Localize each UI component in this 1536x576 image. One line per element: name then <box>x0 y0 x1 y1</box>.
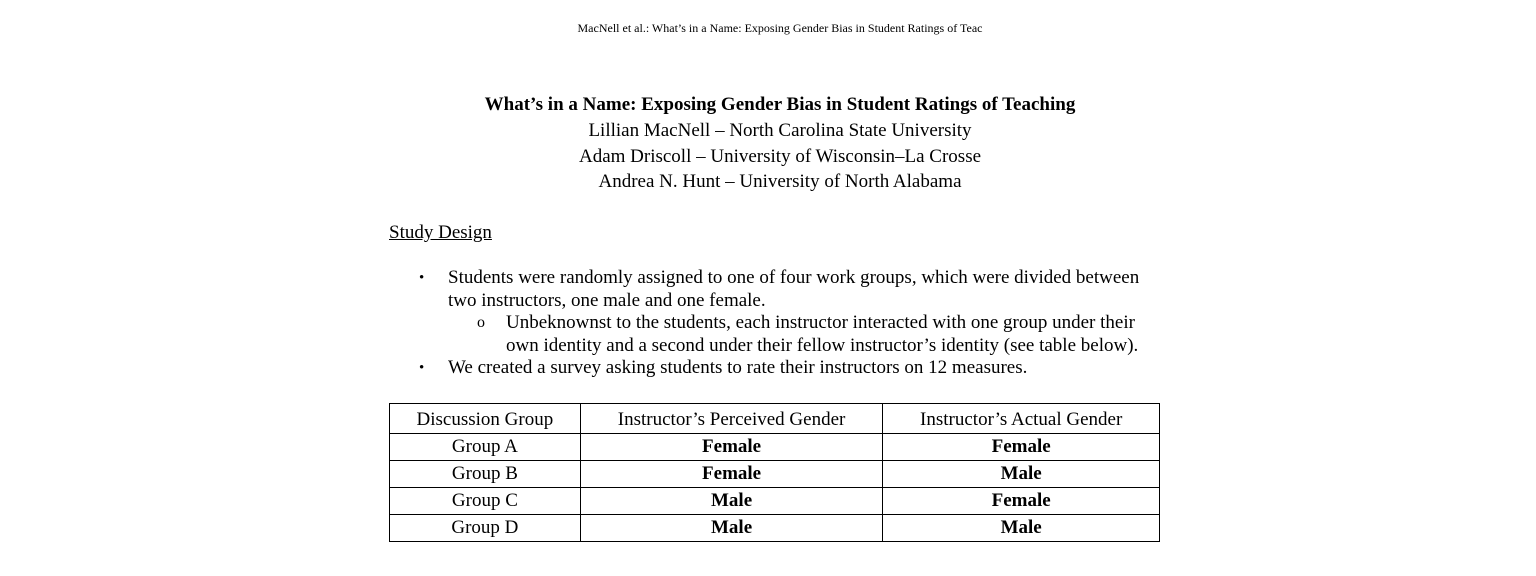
table-row: Group A Female Female <box>389 433 1160 461</box>
group-cell: Group A <box>389 433 581 461</box>
bullet-item: • We created a survey asking students to… <box>389 357 1179 380</box>
author-line: Lillian MacNell – North Carolina State U… <box>588 120 972 141</box>
sub-bullet-text-line: own identity and a second under their fe… <box>506 334 1139 356</box>
table-header-row: Discussion Group Instructor’s Perceived … <box>389 403 1160 434</box>
perceived-gender-cell: Female <box>579 460 884 488</box>
author-line: Andrea N. Hunt – University of North Ala… <box>598 171 962 192</box>
column-header-discussion-group: Discussion Group <box>389 403 581 434</box>
perceived-gender-cell: Female <box>579 433 884 461</box>
table-row: Group C Male Female <box>389 487 1160 515</box>
perceived-gender-cell: Male <box>579 487 884 515</box>
group-cell: Group C <box>389 487 581 515</box>
title-block: What’s in a Name: Exposing Gender Bias i… <box>0 92 1536 195</box>
table-row: Group D Male Male <box>389 514 1160 542</box>
bullet-text-line: two instructors, one male and one female… <box>448 289 766 311</box>
sub-bullet-text-line: Unbeknownst to the students, each instru… <box>506 312 1135 333</box>
group-cell: Group B <box>389 460 581 488</box>
bullet-icon: • <box>419 360 425 376</box>
bullet-text-line: Students were randomly assigned to one o… <box>448 267 1140 288</box>
actual-gender-cell: Male <box>882 460 1160 488</box>
author-line: Adam Driscoll – University of Wisconsin–… <box>578 145 982 167</box>
column-header-actual-gender: Instructor’s Actual Gender <box>882 403 1160 434</box>
actual-gender-cell: Female <box>882 487 1160 515</box>
table-row: Group B Female Male <box>389 460 1160 488</box>
groups-table: Discussion Group Instructor’s Perceived … <box>389 403 1160 542</box>
column-header-perceived-gender: Instructor’s Perceived Gender <box>579 403 884 434</box>
section-heading: Study Design <box>389 222 492 243</box>
sub-bullet-item: o Unbeknownst to the students, each inst… <box>389 312 1179 357</box>
bullet-list: • Students were randomly assigned to one… <box>389 267 1179 380</box>
bullet-text-line: We created a survey asking students to r… <box>448 357 1028 378</box>
perceived-gender-cell: Male <box>579 514 884 542</box>
bullet-icon: • <box>419 270 425 286</box>
sub-bullet-icon: o <box>477 314 485 331</box>
running-head: MacNell et al.: What’s in a Name: Exposi… <box>577 21 983 35</box>
group-cell: Group D <box>389 514 581 542</box>
actual-gender-cell: Female <box>882 433 1160 461</box>
paper-title: What’s in a Name: Exposing Gender Bias i… <box>484 94 1076 115</box>
actual-gender-cell: Male <box>882 514 1160 542</box>
bullet-item: • Students were randomly assigned to one… <box>389 267 1179 312</box>
